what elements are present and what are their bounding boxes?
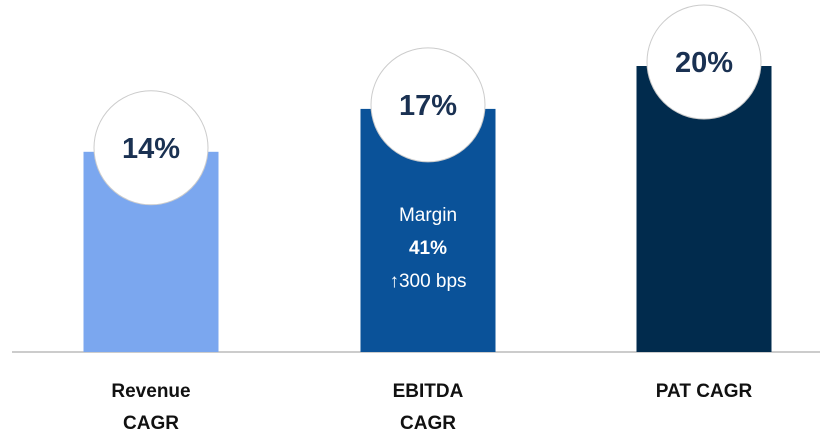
bar-annotation: Margin (398, 205, 458, 226)
bar-annotation: ↑300 bps (389, 271, 467, 292)
bar-annotation: 41% (408, 238, 448, 259)
value-badge (646, 4, 762, 120)
category-label: EBITDA CAGR (392, 381, 464, 434)
category-label: Revenue CAGR (111, 381, 191, 434)
category-label: PAT CAGR (655, 381, 753, 402)
value-label: 20% (675, 47, 733, 79)
value-badge (370, 47, 486, 163)
value-badge (93, 90, 209, 206)
value-label: 14% (122, 133, 180, 165)
value-label: 17% (399, 90, 457, 122)
